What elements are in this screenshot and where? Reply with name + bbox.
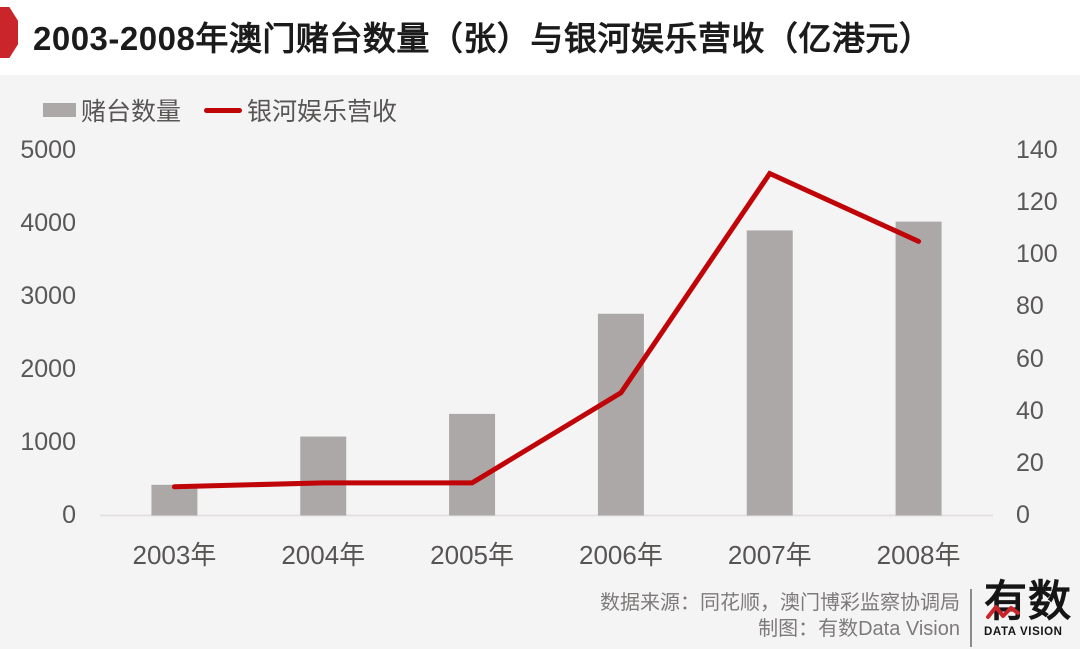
- bar-swatch-icon: [43, 103, 76, 117]
- y-right-tick: 20: [1016, 448, 1044, 477]
- y-axis-left: 5000 4000 3000 2000 1000 0: [0, 137, 76, 528]
- legend-item-revenue: 银河娱乐营收: [204, 92, 397, 128]
- footer-credits: 数据来源：同花顺，澳门博彩监察协调局 制图：有数Data Vision: [600, 590, 960, 642]
- y-left-tick: 1000: [20, 428, 76, 456]
- y-right-tick: 120: [1016, 188, 1058, 217]
- chart-credit-text: 制图：有数Data Vision: [758, 618, 960, 640]
- y-left-tick: 0: [62, 501, 76, 529]
- x-axis-label: 2008年: [876, 540, 961, 570]
- y-right-tick: 80: [1016, 292, 1044, 321]
- logo-zigzag-icon: [986, 605, 1020, 619]
- y-right-tick: 140: [1016, 136, 1058, 164]
- legend-label-tables: 赌台数量: [81, 98, 182, 126]
- line-swatch-icon: [204, 107, 243, 113]
- y-right-tick: 100: [1016, 240, 1058, 269]
- y-axis-right: 140 120 100 80 60 40 20 0: [1016, 137, 1058, 528]
- y-right-tick: 40: [1016, 396, 1044, 425]
- y-right-tick: 60: [1016, 344, 1044, 373]
- brand-logo: 有数 DATA VISION: [984, 579, 1078, 638]
- legend-item-tables: 赌台数量: [43, 92, 181, 128]
- x-axis-label: 2005年: [430, 540, 514, 570]
- bar-2003年: [151, 484, 198, 516]
- y-left-tick: 5000: [20, 136, 76, 164]
- x-axis-label: 2003年: [132, 540, 217, 570]
- bar-2005年: [449, 413, 496, 516]
- bar-2004年: [300, 436, 347, 516]
- x-axis-label: 2004年: [281, 540, 366, 570]
- bars-group: [151, 221, 942, 516]
- page-title: 2003-2008年澳门赌台数量（张）与银河娱乐营收（亿港元）: [33, 20, 933, 57]
- x-axis-label: 2006年: [578, 540, 663, 570]
- x-axis-label: 2007年: [727, 540, 812, 570]
- y-left-tick: 2000: [20, 355, 76, 383]
- logo-wordmark: 有数: [984, 578, 1072, 626]
- bar-2006年: [597, 313, 644, 516]
- bar-2007年: [746, 230, 793, 516]
- legend-label-revenue: 银河娱乐营收: [247, 98, 398, 126]
- bar-2008年: [895, 221, 942, 516]
- revenue-line: [171, 170, 922, 490]
- y-left-tick: 4000: [20, 209, 76, 237]
- footer-divider: [970, 589, 972, 647]
- title-accent-badge: [0, 7, 18, 58]
- title-bar: 2003-2008年澳门赌台数量（张）与银河娱乐营收（亿港元）: [0, 0, 1080, 75]
- legend: 赌台数量 银河娱乐营收: [43, 92, 397, 128]
- y-left-tick: 3000: [20, 282, 76, 310]
- y-right-tick: 0: [1016, 500, 1030, 529]
- data-source-text: 数据来源：同花顺，澳门博彩监察协调局: [600, 592, 960, 614]
- logo-subtext: DATA VISION: [984, 626, 1063, 638]
